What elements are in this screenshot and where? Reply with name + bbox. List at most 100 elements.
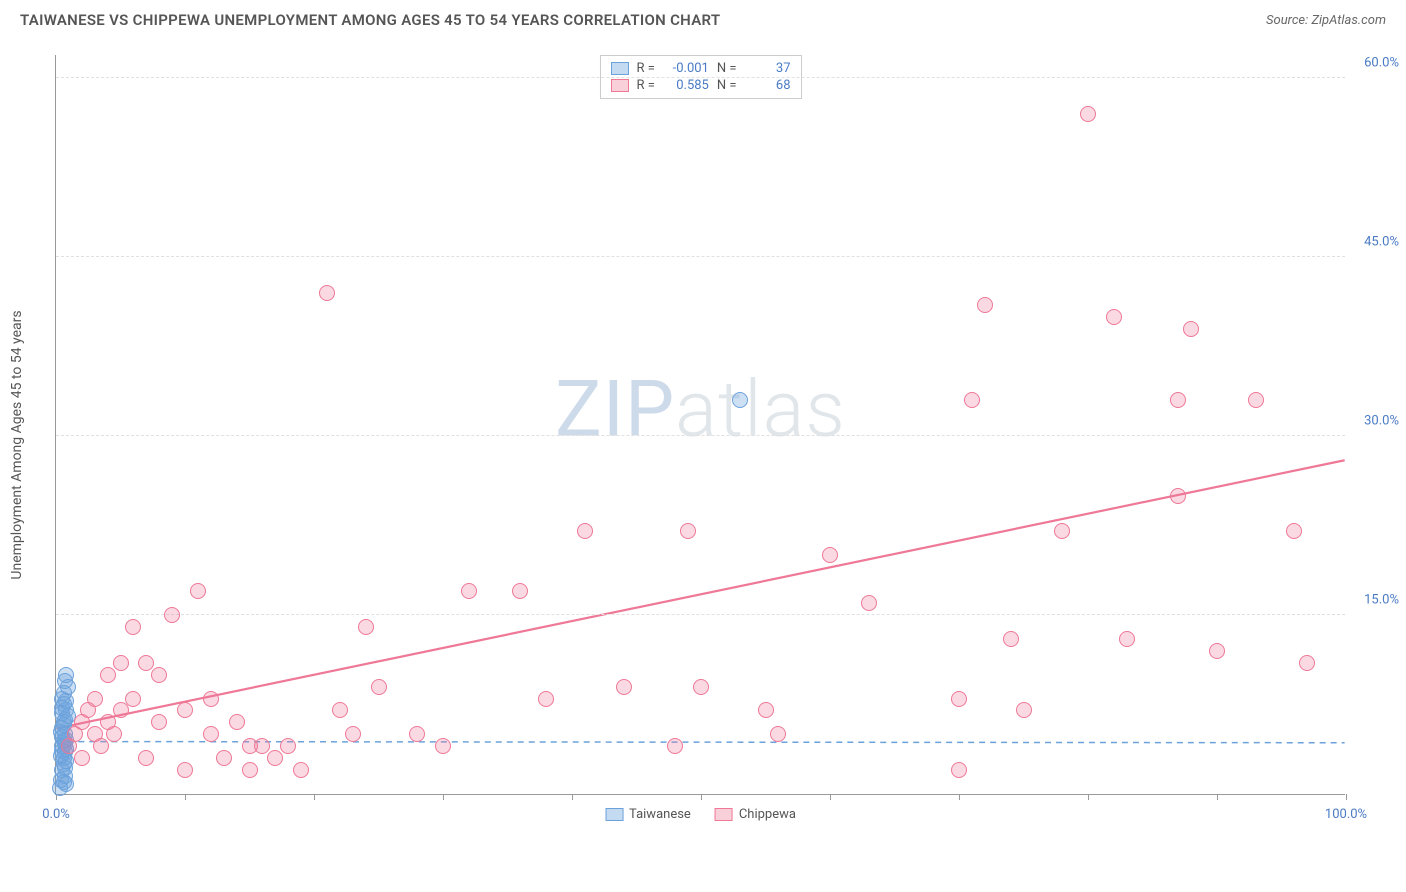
data-point — [74, 750, 90, 766]
data-point — [977, 297, 993, 313]
swatch-blue-icon — [605, 808, 623, 821]
legend-row-chippewa: R = 0.585 N = 68 — [610, 77, 790, 94]
data-point — [58, 693, 74, 709]
data-point — [113, 702, 129, 718]
data-point — [409, 726, 425, 742]
legend-item-chippewa: Chippewa — [715, 807, 796, 822]
x-tick — [959, 794, 960, 800]
data-point — [1286, 523, 1302, 539]
swatch-pink-icon — [715, 808, 733, 821]
data-point — [280, 738, 296, 754]
data-point — [1209, 643, 1225, 659]
data-point — [332, 702, 348, 718]
y-axis-label: Unemployment Among Ages 45 to 54 years — [9, 310, 25, 579]
data-point — [951, 691, 967, 707]
data-point — [293, 762, 309, 778]
gridline — [56, 256, 1345, 257]
source-name: ZipAtlas.com — [1311, 13, 1386, 28]
plot-region: ZIPatlas R = -0.001 N = 37 R = 0.585 N =… — [55, 55, 1345, 795]
legend-label-chippewa: Chippewa — [739, 807, 796, 822]
data-point — [113, 655, 129, 671]
y-tick-label: 45.0% — [1364, 234, 1399, 249]
data-point — [125, 619, 141, 635]
data-point — [151, 714, 167, 730]
data-point — [254, 738, 270, 754]
data-point — [203, 691, 219, 707]
data-point — [1119, 631, 1135, 647]
data-point — [151, 667, 167, 683]
data-point — [125, 691, 141, 707]
data-point — [100, 667, 116, 683]
data-point — [1054, 523, 1070, 539]
r-label: R = — [636, 78, 654, 93]
r-label: R = — [636, 61, 654, 76]
data-point — [345, 726, 361, 742]
chart-area: Unemployment Among Ages 45 to 54 years Z… — [55, 55, 1385, 835]
chart-header: TAIWANESE VS CHIPPEWA UNEMPLOYMENT AMONG… — [0, 0, 1406, 40]
source-prefix: Source: — [1266, 13, 1311, 28]
data-point — [106, 726, 122, 742]
data-point — [435, 738, 451, 754]
data-point — [58, 667, 74, 683]
data-point — [1299, 655, 1315, 671]
data-point — [1106, 309, 1122, 325]
x-tick — [701, 794, 702, 800]
data-point — [319, 285, 335, 301]
data-point — [358, 619, 374, 635]
data-point — [56, 774, 72, 790]
data-point — [138, 750, 154, 766]
data-point — [822, 547, 838, 563]
data-point — [1170, 488, 1186, 504]
watermark-atlas: atlas — [675, 364, 846, 455]
data-point — [138, 655, 154, 671]
data-point — [577, 523, 593, 539]
x-tick — [1217, 794, 1218, 800]
x-tick — [1346, 794, 1347, 800]
x-tick — [572, 794, 573, 800]
x-tick — [314, 794, 315, 800]
y-tick-label: 60.0% — [1364, 55, 1399, 70]
data-point — [229, 714, 245, 730]
data-point — [203, 726, 219, 742]
legend-item-taiwanese: Taiwanese — [605, 807, 691, 822]
data-point — [693, 679, 709, 695]
data-point — [1080, 106, 1096, 122]
data-point — [667, 738, 683, 754]
data-point — [371, 679, 387, 695]
n-value-chippewa: 68 — [745, 78, 791, 93]
data-point — [951, 762, 967, 778]
data-point — [177, 702, 193, 718]
data-point — [680, 523, 696, 539]
r-value-chippewa: 0.585 — [663, 78, 709, 93]
watermark-zip: ZIP — [555, 364, 675, 455]
data-point — [861, 595, 877, 611]
data-point — [216, 750, 232, 766]
legend-label-taiwanese: Taiwanese — [629, 807, 691, 822]
n-value-taiwanese: 37 — [745, 61, 791, 76]
y-tick-label: 30.0% — [1364, 413, 1399, 428]
data-point — [190, 583, 206, 599]
data-point — [461, 583, 477, 599]
chart-title: TAIWANESE VS CHIPPEWA UNEMPLOYMENT AMONG… — [20, 11, 720, 29]
data-point — [512, 583, 528, 599]
data-point — [164, 607, 180, 623]
legend-row-taiwanese: R = -0.001 N = 37 — [610, 60, 790, 77]
data-point — [57, 712, 73, 728]
data-point — [616, 679, 632, 695]
data-point — [267, 750, 283, 766]
x-tick-label: 0.0% — [42, 807, 70, 822]
data-point — [242, 762, 258, 778]
data-point — [1170, 392, 1186, 408]
data-point — [732, 392, 748, 408]
data-point — [93, 738, 109, 754]
swatch-blue-icon — [610, 62, 628, 75]
x-tick — [443, 794, 444, 800]
x-tick-label: 100.0% — [1325, 807, 1367, 822]
data-point — [87, 691, 103, 707]
data-point — [964, 392, 980, 408]
watermark: ZIPatlas — [555, 364, 846, 455]
data-point — [177, 762, 193, 778]
data-point — [770, 726, 786, 742]
data-point — [538, 691, 554, 707]
x-tick — [185, 794, 186, 800]
